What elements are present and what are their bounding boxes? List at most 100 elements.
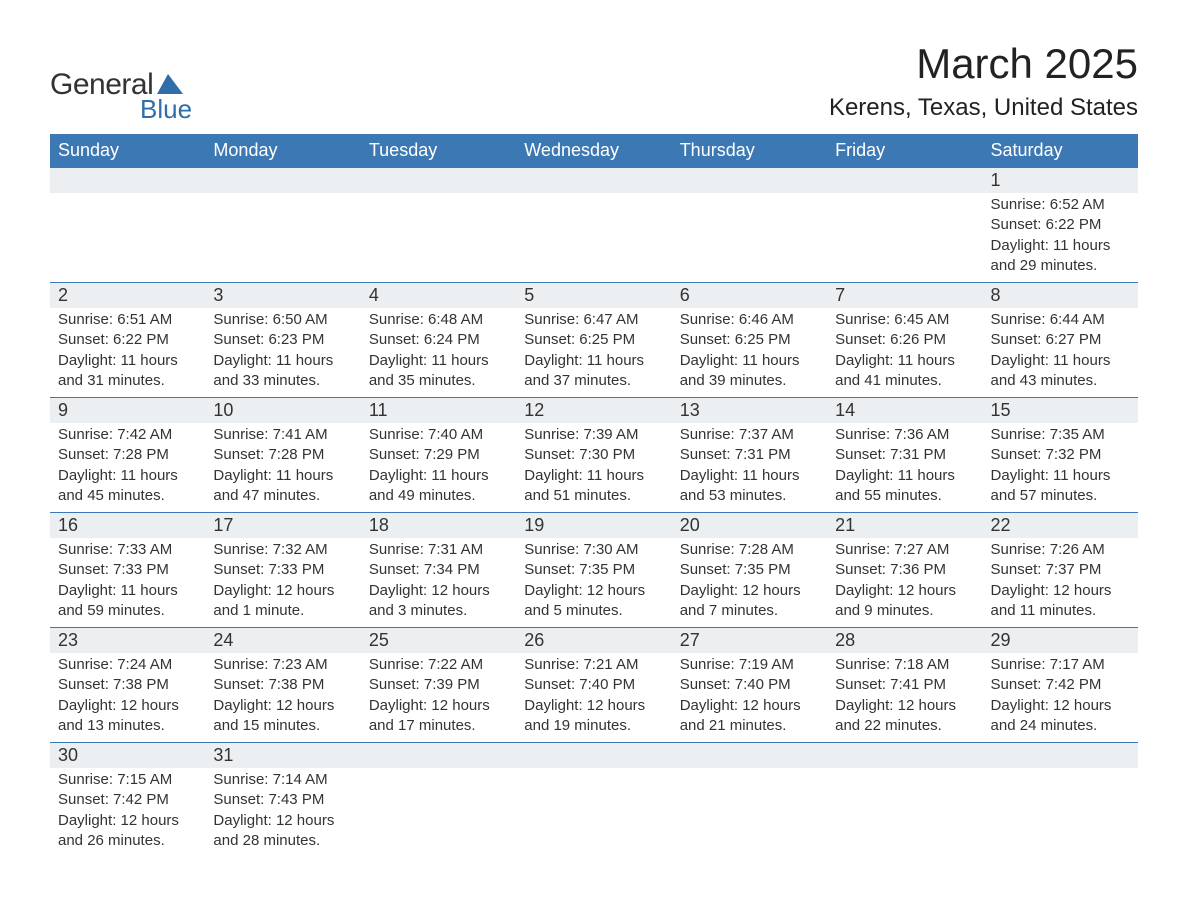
day-number-cell: 4	[361, 283, 516, 309]
day-info-cell: Sunrise: 7:28 AMSunset: 7:35 PMDaylight:…	[672, 538, 827, 628]
day-daylight1: Daylight: 11 hours	[58, 466, 197, 486]
day-daylight1: Daylight: 12 hours	[991, 696, 1130, 716]
month-title: March 2025	[829, 40, 1138, 88]
day-daylight1: Daylight: 12 hours	[58, 811, 197, 831]
day-sunrise: Sunrise: 7:21 AM	[524, 655, 663, 675]
day-daylight2: and 15 minutes.	[213, 716, 352, 736]
day-number-cell	[827, 743, 982, 769]
day-info-cell: Sunrise: 6:45 AMSunset: 6:26 PMDaylight:…	[827, 308, 982, 398]
day-info-cell: Sunrise: 7:22 AMSunset: 7:39 PMDaylight:…	[361, 653, 516, 743]
day-sunrise: Sunrise: 6:47 AM	[524, 310, 663, 330]
day-sunrise: Sunrise: 7:19 AM	[680, 655, 819, 675]
day-info-cell: Sunrise: 7:40 AMSunset: 7:29 PMDaylight:…	[361, 423, 516, 513]
day-daylight1: Daylight: 12 hours	[524, 581, 663, 601]
day-sunrise: Sunrise: 7:31 AM	[369, 540, 508, 560]
day-sunrise: Sunrise: 6:45 AM	[835, 310, 974, 330]
day-sunrise: Sunrise: 7:32 AM	[213, 540, 352, 560]
day-daylight2: and 53 minutes.	[680, 486, 819, 506]
day-daylight2: and 21 minutes.	[680, 716, 819, 736]
day-daylight1: Daylight: 12 hours	[680, 581, 819, 601]
day-daylight2: and 17 minutes.	[369, 716, 508, 736]
day-info-cell: Sunrise: 7:42 AMSunset: 7:28 PMDaylight:…	[50, 423, 205, 513]
day-sunrise: Sunrise: 7:30 AM	[524, 540, 663, 560]
day-sunrise: Sunrise: 7:40 AM	[369, 425, 508, 445]
day-sunset: Sunset: 7:38 PM	[58, 675, 197, 695]
day-info-cell: Sunrise: 6:50 AMSunset: 6:23 PMDaylight:…	[205, 308, 360, 398]
day-sunset: Sunset: 7:33 PM	[213, 560, 352, 580]
day-info-cell: Sunrise: 7:27 AMSunset: 7:36 PMDaylight:…	[827, 538, 982, 628]
weekday-header: Thursday	[672, 134, 827, 168]
day-sunset: Sunset: 7:31 PM	[680, 445, 819, 465]
day-daylight2: and 49 minutes.	[369, 486, 508, 506]
location: Kerens, Texas, United States	[829, 94, 1138, 122]
day-info-row: Sunrise: 7:42 AMSunset: 7:28 PMDaylight:…	[50, 423, 1138, 513]
day-daylight1: Daylight: 11 hours	[524, 351, 663, 371]
day-sunrise: Sunrise: 6:46 AM	[680, 310, 819, 330]
day-sunrise: Sunrise: 6:51 AM	[58, 310, 197, 330]
day-sunrise: Sunrise: 7:35 AM	[991, 425, 1130, 445]
day-sunrise: Sunrise: 7:14 AM	[213, 770, 352, 790]
day-sunrise: Sunrise: 7:18 AM	[835, 655, 974, 675]
day-number-cell: 17	[205, 513, 360, 539]
day-info-cell: Sunrise: 7:14 AMSunset: 7:43 PMDaylight:…	[205, 768, 360, 857]
day-sunrise: Sunrise: 7:36 AM	[835, 425, 974, 445]
day-daylight2: and 51 minutes.	[524, 486, 663, 506]
day-info-cell: Sunrise: 7:19 AMSunset: 7:40 PMDaylight:…	[672, 653, 827, 743]
day-number-cell: 8	[983, 283, 1138, 309]
day-daylight1: Daylight: 12 hours	[835, 696, 974, 716]
day-info-cell: Sunrise: 7:23 AMSunset: 7:38 PMDaylight:…	[205, 653, 360, 743]
day-daylight2: and 37 minutes.	[524, 371, 663, 391]
day-info-row: Sunrise: 7:15 AMSunset: 7:42 PMDaylight:…	[50, 768, 1138, 857]
day-number-cell	[361, 743, 516, 769]
day-daylight1: Daylight: 11 hours	[991, 466, 1130, 486]
day-daylight1: Daylight: 12 hours	[213, 696, 352, 716]
day-info-cell	[672, 193, 827, 283]
day-daylight1: Daylight: 11 hours	[680, 466, 819, 486]
day-number-cell: 22	[983, 513, 1138, 539]
day-sunset: Sunset: 7:28 PM	[213, 445, 352, 465]
day-info-cell: Sunrise: 6:48 AMSunset: 6:24 PMDaylight:…	[361, 308, 516, 398]
day-sunrise: Sunrise: 7:26 AM	[991, 540, 1130, 560]
day-daylight1: Daylight: 12 hours	[58, 696, 197, 716]
day-info-cell: Sunrise: 7:33 AMSunset: 7:33 PMDaylight:…	[50, 538, 205, 628]
day-info-cell	[361, 193, 516, 283]
day-sunrise: Sunrise: 7:37 AM	[680, 425, 819, 445]
day-sunset: Sunset: 6:22 PM	[58, 330, 197, 350]
day-daylight1: Daylight: 11 hours	[991, 351, 1130, 371]
day-info-cell: Sunrise: 7:41 AMSunset: 7:28 PMDaylight:…	[205, 423, 360, 513]
day-daylight2: and 28 minutes.	[213, 831, 352, 851]
day-number-cell: 30	[50, 743, 205, 769]
day-daylight2: and 59 minutes.	[58, 601, 197, 621]
day-number-cell: 10	[205, 398, 360, 424]
daynum-row: 23242526272829	[50, 628, 1138, 654]
day-sunset: Sunset: 7:37 PM	[991, 560, 1130, 580]
day-daylight1: Daylight: 11 hours	[213, 351, 352, 371]
day-sunset: Sunset: 7:29 PM	[369, 445, 508, 465]
day-info-row: Sunrise: 7:24 AMSunset: 7:38 PMDaylight:…	[50, 653, 1138, 743]
day-number-cell: 26	[516, 628, 671, 654]
day-info-cell	[50, 193, 205, 283]
day-sunrise: Sunrise: 7:15 AM	[58, 770, 197, 790]
day-sunset: Sunset: 7:42 PM	[58, 790, 197, 810]
day-number-cell: 23	[50, 628, 205, 654]
day-info-cell: Sunrise: 7:26 AMSunset: 7:37 PMDaylight:…	[983, 538, 1138, 628]
day-sunset: Sunset: 7:40 PM	[524, 675, 663, 695]
day-number-cell: 28	[827, 628, 982, 654]
day-number-cell	[516, 743, 671, 769]
calendar-body: 1Sunrise: 6:52 AMSunset: 6:22 PMDaylight…	[50, 168, 1138, 858]
weekday-header: Wednesday	[516, 134, 671, 168]
day-number-cell	[361, 168, 516, 194]
day-info-cell: Sunrise: 7:15 AMSunset: 7:42 PMDaylight:…	[50, 768, 205, 857]
day-daylight2: and 19 minutes.	[524, 716, 663, 736]
day-daylight2: and 55 minutes.	[835, 486, 974, 506]
day-number-cell: 18	[361, 513, 516, 539]
day-daylight2: and 39 minutes.	[680, 371, 819, 391]
day-daylight1: Daylight: 12 hours	[213, 811, 352, 831]
day-number-cell: 12	[516, 398, 671, 424]
day-daylight2: and 57 minutes.	[991, 486, 1130, 506]
day-sunset: Sunset: 7:35 PM	[680, 560, 819, 580]
header: General Blue March 2025 Kerens, Texas, U…	[50, 40, 1138, 122]
day-daylight2: and 29 minutes.	[991, 256, 1130, 276]
day-daylight2: and 33 minutes.	[213, 371, 352, 391]
day-info-cell	[361, 768, 516, 857]
